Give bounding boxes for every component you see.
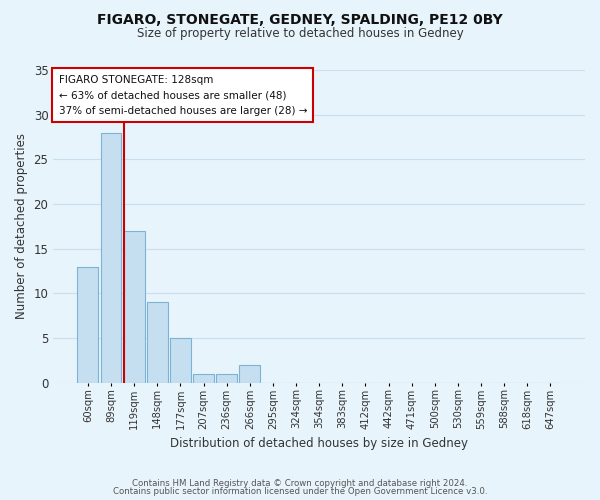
Bar (193, 374, 214, 382)
Text: Size of property relative to detached houses in Gedney: Size of property relative to detached ho… (137, 28, 463, 40)
X-axis label: Distribution of detached houses by size in Gedney: Distribution of detached houses by size … (170, 437, 468, 450)
Bar (239, 365, 260, 382)
Text: FIGARO STONEGATE: 128sqm
← 63% of detached houses are smaller (48)
37% of semi-d: FIGARO STONEGATE: 128sqm ← 63% of detach… (59, 74, 307, 116)
Text: FIGARO, STONEGATE, GEDNEY, SPALDING, PE12 0BY: FIGARO, STONEGATE, GEDNEY, SPALDING, PE1… (97, 12, 503, 26)
Bar (124, 231, 145, 382)
Bar (170, 338, 191, 382)
Y-axis label: Number of detached properties: Number of detached properties (15, 134, 28, 320)
Bar (101, 132, 121, 382)
Bar (77, 266, 98, 382)
Bar (216, 374, 237, 382)
Bar (147, 302, 167, 382)
Text: Contains HM Land Registry data © Crown copyright and database right 2024.: Contains HM Land Registry data © Crown c… (132, 478, 468, 488)
Text: Contains public sector information licensed under the Open Government Licence v3: Contains public sector information licen… (113, 487, 487, 496)
